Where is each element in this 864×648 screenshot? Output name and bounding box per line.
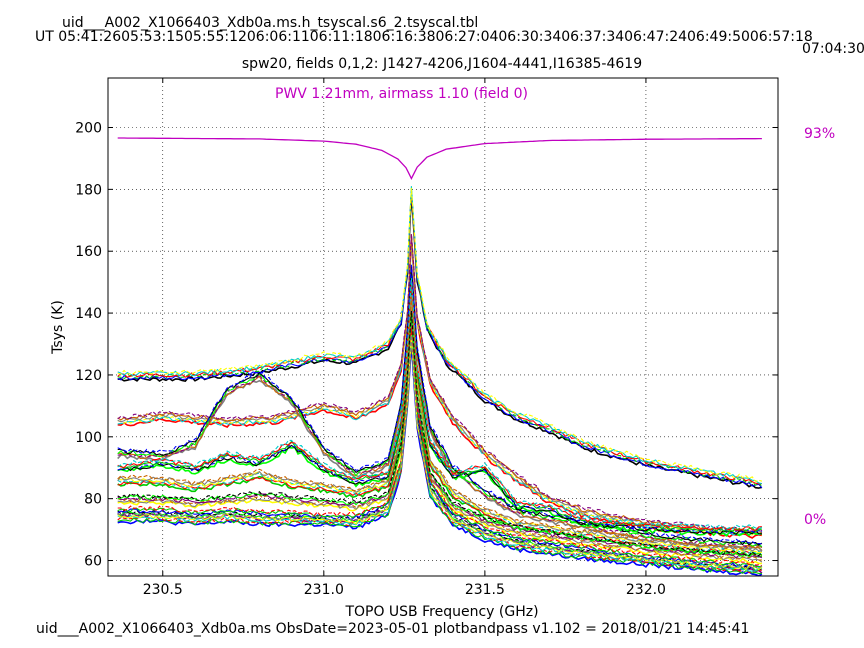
- atm-layer: [117, 137, 762, 180]
- y-tick-label: 120: [75, 368, 102, 384]
- series-line: [117, 281, 762, 533]
- series-line: [117, 189, 762, 485]
- series-line: [117, 190, 763, 489]
- ut-timestamp-overflow: 07:04:30: [802, 41, 864, 57]
- y-tick-label: 200: [75, 120, 102, 136]
- atm-transmission-line: [117, 137, 762, 180]
- series-line: [117, 238, 763, 537]
- chart-subtitle: spw20, fields 0,1,2: J1427-4206,J1604-44…: [241, 56, 643, 72]
- ut-timestamps: UT 05:41:2605:53:1505:55:1206:06:1106:11…: [35, 29, 813, 45]
- series-layer: [117, 186, 763, 577]
- series-line: [117, 234, 762, 534]
- y-tick-label: 60: [84, 554, 102, 570]
- series-line: [117, 186, 762, 485]
- x-axis-label: TOPO USB Frequency (GHz): [344, 604, 538, 620]
- series-line: [117, 314, 763, 559]
- series-line: [117, 296, 763, 551]
- series-line: [117, 264, 762, 545]
- series-line: [117, 330, 763, 574]
- series-line: [117, 294, 763, 553]
- y-tick-label: 160: [75, 244, 102, 260]
- x-tick-label: 230.5: [143, 582, 183, 598]
- footer-info: uid___A002_X1066403_Xdb0a.ms ObsDate=202…: [36, 621, 750, 637]
- y-axis-label: Tsys (K): [50, 300, 66, 355]
- series-line: [117, 301, 763, 556]
- pwv-annotation: PWV 1.21mm, airmass 1.10 (field 0): [275, 86, 528, 102]
- chart-title: uid___A002_X1066403_Xdb0a.ms.h_tsyscal.s…: [62, 15, 479, 31]
- tick-layer: 230.5 231.0 231.5 232.0 60 80 100 120 140 160 180 2…: [75, 78, 778, 598]
- series-line: [117, 270, 763, 550]
- series-line: [117, 327, 763, 567]
- atm-bottom-label: 0%: [804, 512, 826, 528]
- series-line: [117, 338, 762, 575]
- series-line: [117, 266, 763, 546]
- x-tick-label: 231.0: [304, 582, 344, 598]
- y-tick-label: 140: [75, 306, 102, 322]
- series-line: [117, 193, 763, 489]
- y-tick-label: 180: [75, 182, 102, 198]
- y-tick-label: 80: [84, 492, 102, 508]
- series-line: [117, 313, 763, 558]
- series-line: [117, 234, 763, 532]
- grid-lines: [108, 78, 778, 576]
- plot-frame: [107, 77, 779, 577]
- atm-top-label: 93%: [804, 126, 835, 142]
- series-line: [117, 237, 762, 539]
- series-line: [117, 189, 763, 487]
- x-tick-label: 232.0: [626, 582, 666, 598]
- y-tick-label: 100: [75, 430, 102, 446]
- series-line: [117, 340, 762, 574]
- series-line: [117, 284, 762, 537]
- series-line: [117, 282, 763, 534]
- series-line: [117, 335, 763, 570]
- series-line: [117, 278, 763, 530]
- series-line: [117, 280, 762, 532]
- series-line: [117, 332, 763, 571]
- series-line: [117, 187, 763, 483]
- x-tick-label: 231.5: [465, 582, 505, 598]
